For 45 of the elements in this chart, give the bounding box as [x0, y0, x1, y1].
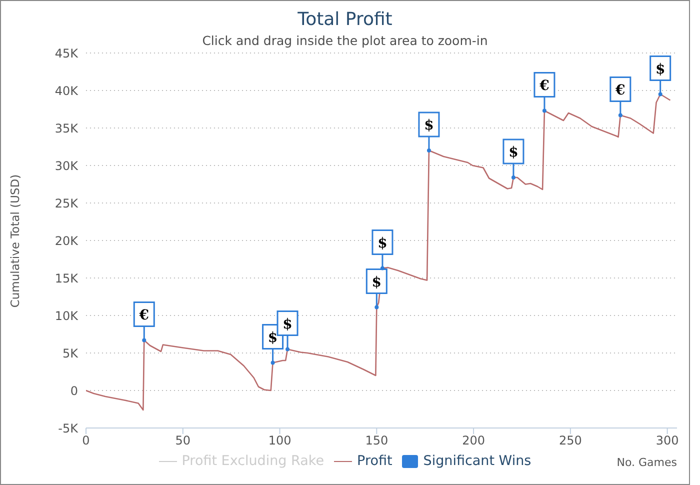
y-tick-label: -5K: [58, 421, 80, 436]
x-tick-label: 300: [656, 434, 679, 448]
y-axis-title: Cumulative Total (USD): [8, 174, 22, 308]
y-tick-label: 0: [70, 384, 78, 398]
chart-subtitle: Click and drag inside the plot area to zoom-in: [201, 33, 489, 48]
point: [380, 266, 384, 270]
y-tick-label: 45K: [54, 46, 80, 60]
x-tick-label: 150: [365, 434, 388, 448]
data-label: $: [655, 61, 666, 78]
point: [542, 108, 546, 113]
x-axis-title: No. Games: [616, 456, 677, 469]
point: [374, 305, 379, 310]
point: [270, 360, 275, 365]
data-label: $: [282, 316, 292, 332]
data-label: $: [268, 330, 278, 346]
y-tick-label: 40K: [54, 84, 80, 98]
data-label: $: [372, 274, 382, 290]
y-tick-label: 20K: [54, 234, 80, 248]
point: [658, 92, 662, 96]
legend-label: Significant Wins: [423, 453, 532, 469]
point: [286, 347, 290, 352]
x-tick-label: 200: [462, 434, 485, 448]
data-label: $: [378, 235, 388, 252]
y-tick-label: 35K: [54, 121, 80, 136]
x-tick-label: 250: [558, 434, 582, 448]
y-tick-label: 5K: [62, 346, 80, 360]
y-tick-label: 25K: [54, 196, 80, 210]
data-label: $: [424, 118, 434, 134]
legend-label: Profit: [357, 453, 392, 469]
x-tick-label: 100: [268, 434, 292, 448]
data-label: €: [614, 82, 626, 98]
y-tick-label: 30K: [54, 158, 80, 173]
point: [142, 338, 146, 342]
y-tick-label: 10K: [54, 308, 80, 323]
x-tick-label: 0: [82, 434, 90, 448]
data-label: $: [508, 144, 518, 160]
data-label: €: [538, 78, 550, 94]
point: [426, 148, 431, 152]
data-label: €: [138, 307, 150, 324]
point: [511, 176, 516, 180]
x-tick-label: 50: [175, 434, 191, 448]
chart-title: Total Profit: [296, 9, 394, 30]
line-series: [86, 94, 671, 411]
y-tick-label: 15K: [54, 271, 80, 286]
point: [618, 113, 622, 118]
